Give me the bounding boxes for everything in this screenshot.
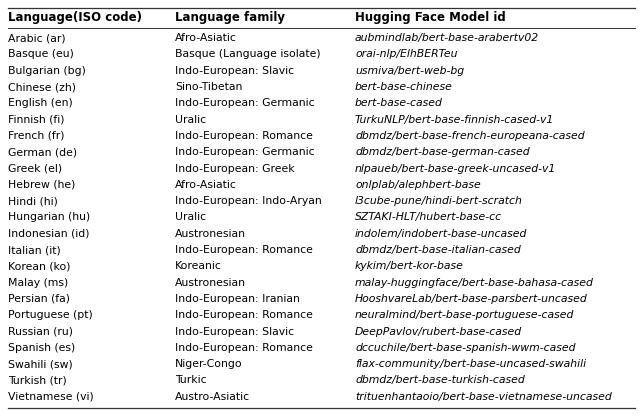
Text: neuralmind/bert-base-portuguese-cased: neuralmind/bert-base-portuguese-cased [355,310,574,320]
Text: Russian (ru): Russian (ru) [8,326,73,336]
Text: dbmdz/bert-base-french-europeana-cased: dbmdz/bert-base-french-europeana-cased [355,131,584,141]
Text: Basque (eu): Basque (eu) [8,49,74,59]
Text: Indo-European: Romance: Indo-European: Romance [175,343,313,353]
Text: Chinese (zh): Chinese (zh) [8,82,76,92]
Text: Austro-Asiatic: Austro-Asiatic [175,392,250,402]
Text: Austronesian: Austronesian [175,278,246,288]
Text: nlpaueb/bert-base-greek-uncased-v1: nlpaueb/bert-base-greek-uncased-v1 [355,163,556,173]
Text: Hungarian (hu): Hungarian (hu) [8,212,90,222]
Text: bert-base-cased: bert-base-cased [355,98,443,108]
Text: TurkuNLP/bert-base-finnish-cased-v1: TurkuNLP/bert-base-finnish-cased-v1 [355,115,554,125]
Text: Hindi (hi): Hindi (hi) [8,196,58,206]
Text: malay-huggingface/bert-base-bahasa-cased: malay-huggingface/bert-base-bahasa-cased [355,278,594,288]
Text: Indo-European: Romance: Indo-European: Romance [175,131,313,141]
Text: Language family: Language family [175,12,285,25]
Text: Indo-European: Germanic: Indo-European: Germanic [175,147,315,157]
Text: Hebrew (he): Hebrew (he) [8,180,76,190]
Text: Finnish (fi): Finnish (fi) [8,115,65,125]
Text: English (en): English (en) [8,98,73,108]
Text: Indo-European: Slavic: Indo-European: Slavic [175,326,294,336]
Text: Bulgarian (bg): Bulgarian (bg) [8,66,86,76]
Text: Italian (it): Italian (it) [8,245,61,255]
Text: aubmindlab/bert-base-arabertv02: aubmindlab/bert-base-arabertv02 [355,33,539,43]
Text: Swahili (sw): Swahili (sw) [8,359,73,369]
Text: Uralic: Uralic [175,115,206,125]
Text: French (fr): French (fr) [8,131,65,141]
Text: Indo-European: Iranian: Indo-European: Iranian [175,294,300,304]
Text: Language(ISO code): Language(ISO code) [8,12,142,25]
Text: onlplab/alephbert-base: onlplab/alephbert-base [355,180,481,190]
Text: DeepPavlov/rubert-base-cased: DeepPavlov/rubert-base-cased [355,326,522,336]
Text: Sino-Tibetan: Sino-Tibetan [175,82,243,92]
Text: Indo-European: Romance: Indo-European: Romance [175,310,313,320]
Text: l3cube-pune/hindi-bert-scratch: l3cube-pune/hindi-bert-scratch [355,196,523,206]
Text: flax-community/bert-base-uncased-swahili: flax-community/bert-base-uncased-swahili [355,359,586,369]
Text: dbmdz/bert-base-german-cased: dbmdz/bert-base-german-cased [355,147,530,157]
Text: Austronesian: Austronesian [175,229,246,239]
Text: Turkish (tr): Turkish (tr) [8,375,67,385]
Text: Spanish (es): Spanish (es) [8,343,76,353]
Text: Afro-Asiatic: Afro-Asiatic [175,180,237,190]
Text: Turkic: Turkic [175,375,207,385]
Text: Indo-European: Slavic: Indo-European: Slavic [175,66,294,76]
Text: Afro-Asiatic: Afro-Asiatic [175,33,237,43]
Text: trituenhantaoio/bert-base-vietnamese-uncased: trituenhantaoio/bert-base-vietnamese-unc… [355,392,612,402]
Text: Portuguese (pt): Portuguese (pt) [8,310,93,320]
Text: Malay (ms): Malay (ms) [8,278,68,288]
Text: usmiva/bert-web-bg: usmiva/bert-web-bg [355,66,464,76]
Text: Arabic (ar): Arabic (ar) [8,33,66,43]
Text: dccuchile/bert-base-spanish-wwm-cased: dccuchile/bert-base-spanish-wwm-cased [355,343,575,353]
Text: Korean (ko): Korean (ko) [8,261,70,271]
Text: bert-base-chinese: bert-base-chinese [355,82,453,92]
Text: SZTAKI-HLT/hubert-base-cc: SZTAKI-HLT/hubert-base-cc [355,212,502,222]
Text: Vietnamese (vi): Vietnamese (vi) [8,392,93,402]
Text: German (de): German (de) [8,147,77,157]
Text: dbmdz/bert-base-italian-cased: dbmdz/bert-base-italian-cased [355,245,521,255]
Text: Indo-European: Germanic: Indo-European: Germanic [175,98,315,108]
Text: dbmdz/bert-base-turkish-cased: dbmdz/bert-base-turkish-cased [355,375,525,385]
Text: Basque (Language isolate): Basque (Language isolate) [175,49,321,59]
Text: Indonesian (id): Indonesian (id) [8,229,90,239]
Text: Koreanic: Koreanic [175,261,222,271]
Text: Persian (fa): Persian (fa) [8,294,70,304]
Text: Uralic: Uralic [175,212,206,222]
Text: Greek (el): Greek (el) [8,163,62,173]
Text: Niger-Congo: Niger-Congo [175,359,243,369]
Text: HooshvareLab/bert-base-parsbert-uncased: HooshvareLab/bert-base-parsbert-uncased [355,294,588,304]
Text: Indo-European: Indo-Aryan: Indo-European: Indo-Aryan [175,196,322,206]
Text: Indo-European: Greek: Indo-European: Greek [175,163,294,173]
Text: Indo-European: Romance: Indo-European: Romance [175,245,313,255]
Text: Hugging Face Model id: Hugging Face Model id [355,12,506,25]
Text: orai-nlp/ElhBERTeu: orai-nlp/ElhBERTeu [355,49,458,59]
Text: indolem/indobert-base-uncased: indolem/indobert-base-uncased [355,229,527,239]
Text: kykim/bert-kor-base: kykim/bert-kor-base [355,261,464,271]
